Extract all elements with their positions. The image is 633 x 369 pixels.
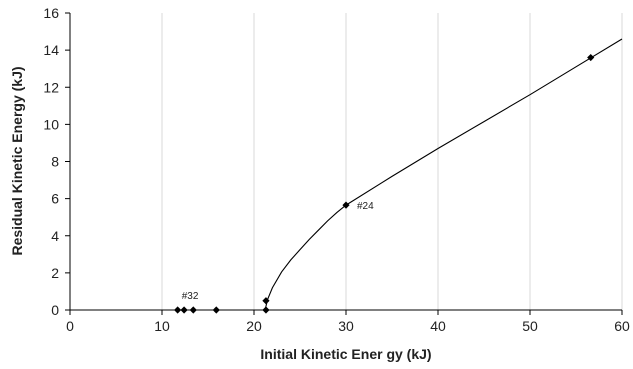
annotation-layer: #32 #24 (182, 201, 374, 302)
y-tick-label: 2 (51, 265, 59, 281)
grid-layer (161, 13, 623, 310)
x-tick-label: 0 (66, 318, 74, 334)
data-point (262, 297, 270, 305)
x-tick-label: 40 (430, 318, 446, 334)
x-tick-label: 10 (154, 318, 170, 334)
point-annotation: #32 (182, 291, 199, 302)
y-axis-title: Residual Kinetic Energy (kJ) (9, 66, 25, 255)
x-tick-label: 20 (246, 318, 262, 334)
data-point (189, 306, 197, 314)
y-tick-label: 0 (51, 302, 59, 318)
y-tick-label: 4 (51, 228, 59, 244)
data-point (212, 306, 220, 314)
point-layer (174, 53, 595, 314)
point-annotation: #24 (357, 201, 374, 212)
y-tick-label: 6 (51, 191, 59, 207)
x-axis-title: Initial Kinetic Ener gy (kJ) (260, 346, 431, 362)
y-tick-label: 16 (43, 5, 59, 21)
x-tick-label: 50 (522, 318, 538, 334)
x-tick-label: 30 (338, 318, 354, 334)
y-tick-label: 10 (43, 116, 59, 132)
tick-layer: 0 10 20 30 40 50 60 0 2 4 6 8 10 12 14 16 (43, 5, 630, 334)
data-point (262, 306, 270, 314)
curve-layer (264, 38, 623, 311)
data-point (587, 53, 595, 62)
data-point (180, 306, 188, 314)
data-point (342, 201, 350, 209)
y-tick-label: 12 (43, 79, 59, 95)
data-point (174, 306, 182, 314)
fit-curve-line (264, 38, 623, 311)
y-tick-label: 8 (51, 154, 59, 170)
y-tick-label: 14 (43, 42, 59, 58)
x-tick-label: 60 (614, 318, 630, 334)
